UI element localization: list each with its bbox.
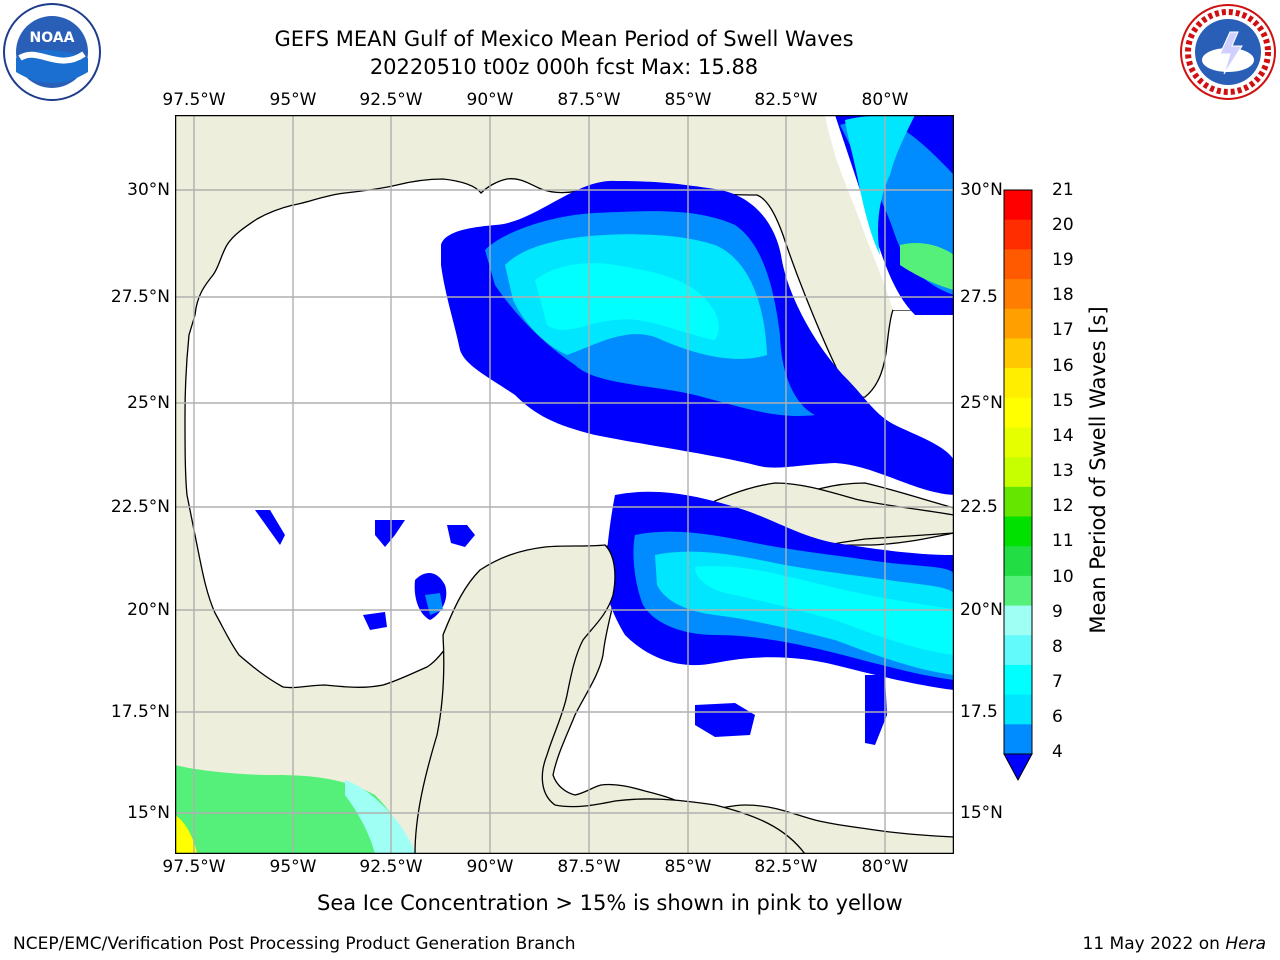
colorbar-swatch	[1004, 279, 1032, 310]
colorbar-extend-arrow	[1003, 753, 1033, 782]
colorbar-tick: 16	[1052, 356, 1074, 376]
colorbar-tick: 6	[1052, 707, 1063, 727]
lat-tick-right: 27.5	[960, 287, 998, 307]
noaa-logo-icon: NOAA	[2, 2, 102, 102]
footer-host: Hera	[1225, 934, 1266, 954]
lon-tick-top: 92.5°W	[359, 90, 423, 110]
colorbar-tick: 17	[1052, 320, 1074, 340]
lon-tick-bottom: 80°W	[861, 857, 909, 877]
lat-tick-left: 25°N	[127, 393, 170, 413]
colorbar-tick: 9	[1052, 602, 1063, 622]
chart-subtitle: 20220510 t00z 000h fcst Max: 15.88	[369, 55, 759, 79]
colorbar-tick: 7	[1052, 672, 1063, 692]
colorbar-swatch	[1004, 368, 1032, 399]
colorbar-swatch	[1004, 427, 1032, 458]
footer-credit: NCEP/EMC/Verification Post Processing Pr…	[13, 934, 576, 954]
footer-date: 11 May 2022 on Hera	[1083, 934, 1267, 954]
lon-tick-top: 95°W	[269, 90, 317, 110]
colorbar-swatch	[1004, 664, 1032, 696]
lon-tick-bottom: 90°W	[466, 857, 514, 877]
colorbar-swatch	[1004, 516, 1032, 547]
map-panel	[175, 115, 954, 854]
lon-tick-top: 90°W	[466, 90, 514, 110]
colorbar-swatch	[1004, 575, 1032, 607]
colorbar-tick: 20	[1052, 215, 1074, 235]
colorbar-outline	[1003, 189, 1033, 755]
lat-tick-left: 22.5°N	[110, 497, 170, 517]
colorbar-tick: 21	[1052, 180, 1074, 200]
colorbar-swatch	[1004, 457, 1032, 488]
lat-tick-right: 22.5	[960, 497, 998, 517]
colorbar-swatch	[1004, 486, 1032, 518]
lon-tick-top: 87.5°W	[557, 90, 621, 110]
lon-tick-top: 80°W	[861, 90, 909, 110]
colorbar-swatches	[1003, 189, 1033, 782]
lat-tick-right: 17.5	[960, 702, 998, 722]
nws-logo-icon	[1178, 2, 1278, 102]
colorbar-swatch	[1004, 724, 1032, 755]
colorbar-tick: 13	[1052, 461, 1074, 481]
lon-tick-bottom: 82.5°W	[754, 857, 818, 877]
lon-tick-top: 82.5°W	[754, 90, 818, 110]
colorbar-tick: 18	[1052, 285, 1074, 305]
colorbar	[1000, 186, 1040, 786]
colorbar-tick: 4	[1052, 742, 1063, 762]
lon-tick-bottom: 87.5°W	[557, 857, 621, 877]
colorbar-swatch	[1004, 338, 1032, 369]
colorbar-tick: 19	[1052, 250, 1074, 270]
lat-tick-left: 30°N	[127, 180, 170, 200]
colorbar-label: Mean Period of Swell Waves [s]	[1086, 306, 1110, 634]
lon-tick-bottom: 85°W	[664, 857, 712, 877]
colorbar-swatch	[1004, 249, 1032, 280]
lat-tick-left: 27.5°N	[110, 287, 170, 307]
map-frame	[175, 115, 954, 854]
colorbar-tick: 14	[1052, 426, 1074, 446]
colorbar-tick: 8	[1052, 637, 1063, 657]
lat-tick-right: 30°N	[960, 180, 1003, 200]
colorbar-tick: 12	[1052, 496, 1074, 516]
colorbar-tick: 11	[1052, 531, 1074, 551]
lat-tick-left: 15°N	[127, 803, 170, 823]
lat-tick-left: 20°N	[127, 600, 170, 620]
map-canvas	[175, 115, 954, 854]
colorbar-swatch	[1004, 190, 1032, 221]
colorbar-swatch	[1004, 546, 1032, 577]
lon-tick-bottom: 92.5°W	[359, 857, 423, 877]
colorbar-swatch	[1004, 605, 1032, 636]
lon-tick-bottom: 95°W	[269, 857, 317, 877]
graticule	[175, 115, 954, 854]
lon-tick-bottom: 97.5°W	[162, 857, 226, 877]
lat-tick-right: 15°N	[960, 803, 1003, 823]
colorbar-swatch	[1004, 219, 1032, 250]
colorbar-swatch	[1004, 397, 1032, 428]
colorbar-swatch	[1004, 308, 1032, 339]
swell-field	[175, 115, 954, 854]
colorbar-swatch	[1004, 635, 1032, 666]
colorbar-tick: 15	[1052, 391, 1074, 411]
lon-tick-top: 97.5°W	[162, 90, 226, 110]
chart-title: GEFS MEAN Gulf of Mexico Mean Period of …	[274, 27, 854, 51]
footer-date-text: 11 May 2022 on	[1082, 934, 1226, 954]
lat-tick-right: 25°N	[960, 393, 1003, 413]
yucatan-landmass	[414, 544, 806, 854]
colorbar-tick: 10	[1052, 567, 1074, 587]
sea-ice-note: Sea Ice Concentration > 15% is shown in …	[317, 891, 903, 915]
lon-tick-top: 85°W	[664, 90, 712, 110]
colorbar-swatch	[1004, 694, 1032, 725]
noaa-logo-text: NOAA	[30, 30, 75, 46]
lat-tick-left: 17.5°N	[110, 702, 170, 722]
lat-tick-right: 20°N	[960, 600, 1003, 620]
